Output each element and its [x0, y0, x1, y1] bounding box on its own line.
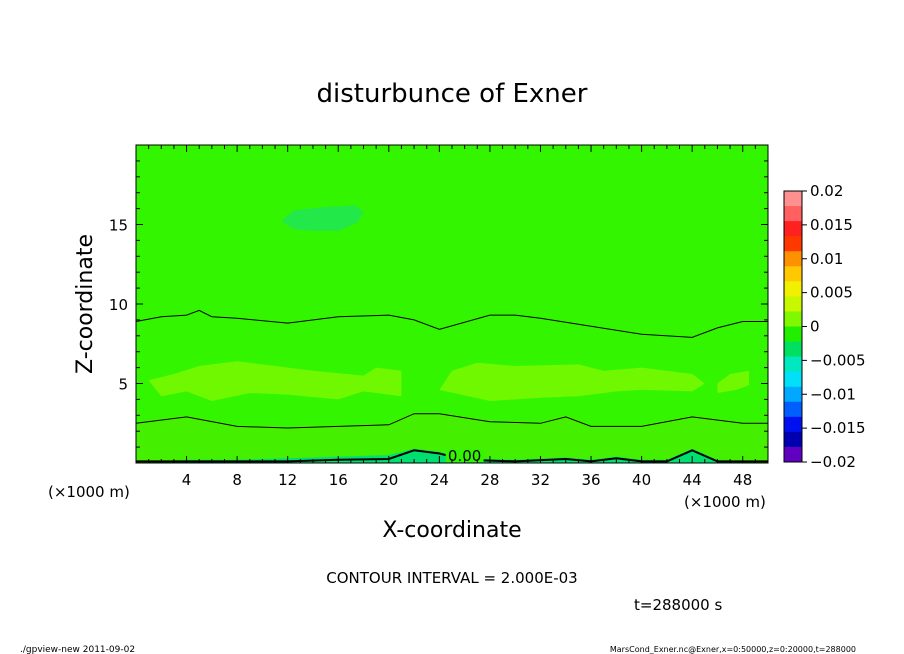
- colorbar-swatch: [784, 266, 802, 282]
- contour-label-gap: [445, 449, 484, 463]
- field-patch: [281, 205, 364, 231]
- x-tick-label: 28: [480, 471, 499, 489]
- x-tick-label: 12: [278, 471, 297, 489]
- field-patch: [148, 361, 402, 401]
- x-tick-label: 44: [683, 471, 702, 489]
- colorbar-swatch: [784, 311, 802, 327]
- colorbar-swatch: [784, 401, 802, 418]
- contour-label: 0.00: [448, 447, 481, 465]
- y-axis-ticks: 5 10 15: [109, 160, 768, 448]
- chart-title: disturbunce of Exner: [317, 79, 588, 109]
- footer-left: ./gpview-new 2011-09-02: [20, 645, 135, 654]
- colorbar-tick-label: −0.015: [810, 419, 866, 437]
- colorbar-swatch: [784, 281, 802, 297]
- colorbar-swatch: [784, 206, 802, 222]
- colorbar-tick-label: −0.01: [810, 385, 856, 403]
- y-tick-label: 10: [109, 296, 128, 314]
- colorbar-tick-label: 0: [810, 318, 820, 336]
- colorbar-swatch: [784, 296, 802, 312]
- colorbar-swatch: [784, 386, 802, 403]
- contour-line: [135, 309, 768, 338]
- colorbar-swatch: [784, 446, 802, 463]
- colorbar-tick-label: 0.01: [810, 250, 843, 268]
- colorbar-swatch: [784, 431, 802, 448]
- colorbar-tick-label: −0.005: [810, 351, 866, 369]
- field-background: [136, 145, 768, 463]
- colorbar: 0.02 0.015 0.01 0.005 0 −0.005 −0.01 −0.015 −0.0…: [783, 182, 866, 471]
- colorbar-tick-label: 0.005: [810, 284, 853, 302]
- colorbar-tick-label: 0.015: [810, 216, 853, 234]
- x-tick-label: 4: [182, 471, 192, 489]
- field-band: [136, 412, 768, 463]
- contour-interval-note: CONTOUR INTERVAL = 2.000E-03: [326, 569, 577, 587]
- x-tick-label: 36: [581, 471, 600, 489]
- x-tick-label: 8: [232, 471, 242, 489]
- colorbar-swatch: [784, 356, 802, 373]
- x-tick-label: 16: [329, 471, 348, 489]
- field-patch: [439, 362, 705, 401]
- y-axis-label: Z-coordinate: [73, 234, 98, 374]
- colorbar-swatch: [784, 251, 802, 267]
- colorbar-swatch: [784, 236, 802, 252]
- x-axis-label: X-coordinate: [382, 518, 521, 543]
- colorbar-swatch: [784, 371, 802, 388]
- x-unit-right: (×1000 m): [684, 493, 766, 511]
- colorbar-swatch: [784, 191, 802, 207]
- colorbar-swatch: [784, 341, 802, 358]
- footer-right: MarsCond_Exner.nc@Exner,x=0:50000,z=0:20…: [610, 645, 856, 654]
- colorbar-swatch: [784, 416, 802, 433]
- x-unit-left: (×1000 m): [48, 483, 130, 501]
- x-tick-label: 40: [632, 471, 651, 489]
- colorbar-swatch: [784, 326, 802, 343]
- x-tick-label: 20: [379, 471, 398, 489]
- time-label: t=288000 s: [634, 596, 722, 614]
- y-tick-label: 5: [118, 376, 128, 394]
- y-tick-label: 15: [109, 217, 128, 235]
- colorbar-swatch: [784, 221, 802, 237]
- x-tick-label: 48: [733, 471, 752, 489]
- field-patch: [717, 370, 749, 393]
- x-tick-label: 24: [430, 471, 449, 489]
- colorbar-tick-label: 0.02: [810, 182, 843, 200]
- contour-line: [135, 413, 768, 429]
- x-tick-label: 32: [531, 471, 550, 489]
- x-axis-ticks: 4 8 12 16 20 24 28 32 36 40 44 48: [148, 145, 756, 489]
- colorbar-tick-label: −0.02: [810, 453, 856, 471]
